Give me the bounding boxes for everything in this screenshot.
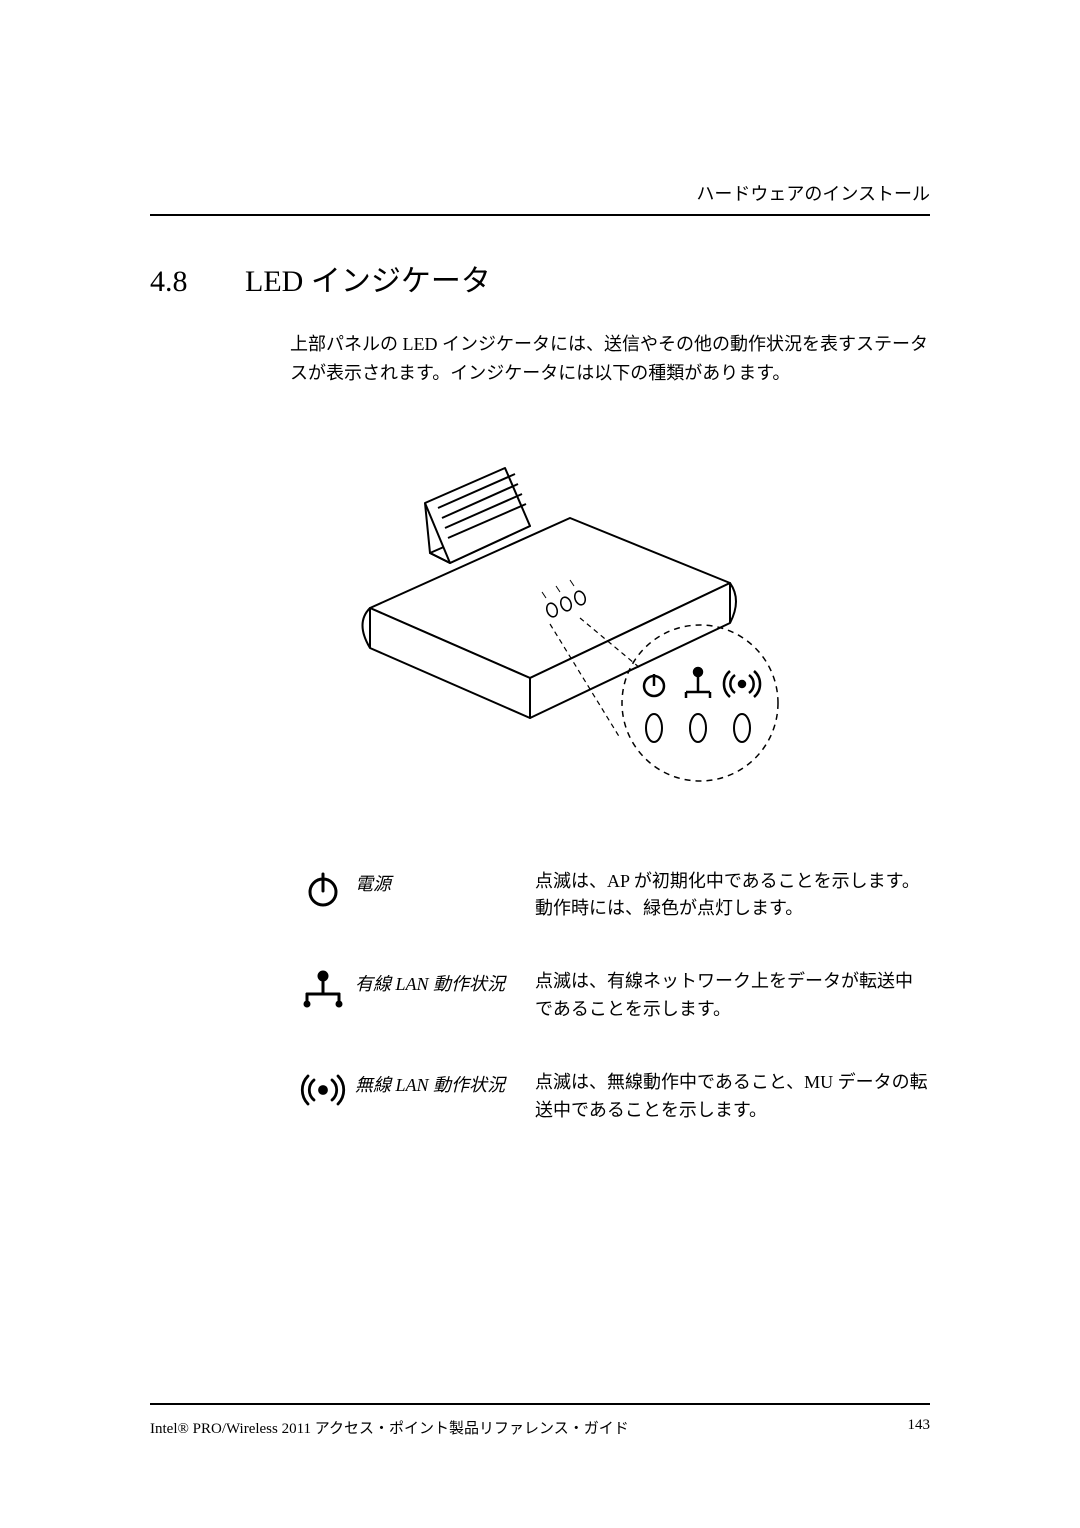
page-footer: Intel® PRO/Wireless 2011 アクセス・ポイント製品リファレ… [150, 1403, 930, 1438]
wireless-lan-label: 無線 LAN 動作状況 [355, 1069, 535, 1097]
footer-doc-title: Intel® PRO/Wireless 2011 アクセス・ポイント製品リファレ… [150, 1417, 629, 1438]
page-number: 143 [908, 1417, 931, 1438]
section-title-text: LED インジケータ [245, 265, 491, 298]
wireless-lan-description: 点滅は、無線動作中であること、MU データの転送中であることを示します。 [535, 1069, 930, 1125]
device-svg [280, 428, 800, 788]
led-row-wired-lan: 有線 LAN 動作状況 点滅は、有線ネットワーク上をデータが転送中であることを示… [290, 968, 930, 1024]
wireless-lan-icon [290, 1069, 355, 1109]
wired-lan-label: 有線 LAN 動作状況 [355, 968, 535, 996]
intro-paragraph: 上部パネルの LED インジケータには、送信やその他の動作状況を表すステータスが… [290, 330, 930, 388]
device-diagram [280, 428, 800, 788]
section-heading: 4.8LED インジケータ [150, 256, 930, 300]
led-indicator-table: 電源 点滅は、AP が初期化中であることを示します。動作時には、緑色が点灯します… [290, 868, 930, 1125]
footer-rule [150, 1403, 930, 1405]
power-description: 点滅は、AP が初期化中であることを示します。動作時には、緑色が点灯します。 [535, 868, 930, 924]
led-row-wireless-lan: 無線 LAN 動作状況 点滅は、無線動作中であること、MU データの転送中である… [290, 1069, 930, 1125]
power-label: 電源 [355, 868, 535, 896]
section-number: 4.8 [150, 265, 245, 299]
running-header: ハードウェアのインストール [150, 180, 930, 206]
wired-lan-icon [290, 968, 355, 1008]
header-rule [150, 214, 930, 216]
power-icon [290, 868, 355, 908]
wired-lan-description: 点滅は、有線ネットワーク上をデータが転送中であることを示します。 [535, 968, 930, 1024]
led-row-power: 電源 点滅は、AP が初期化中であることを示します。動作時には、緑色が点灯します… [290, 868, 930, 924]
